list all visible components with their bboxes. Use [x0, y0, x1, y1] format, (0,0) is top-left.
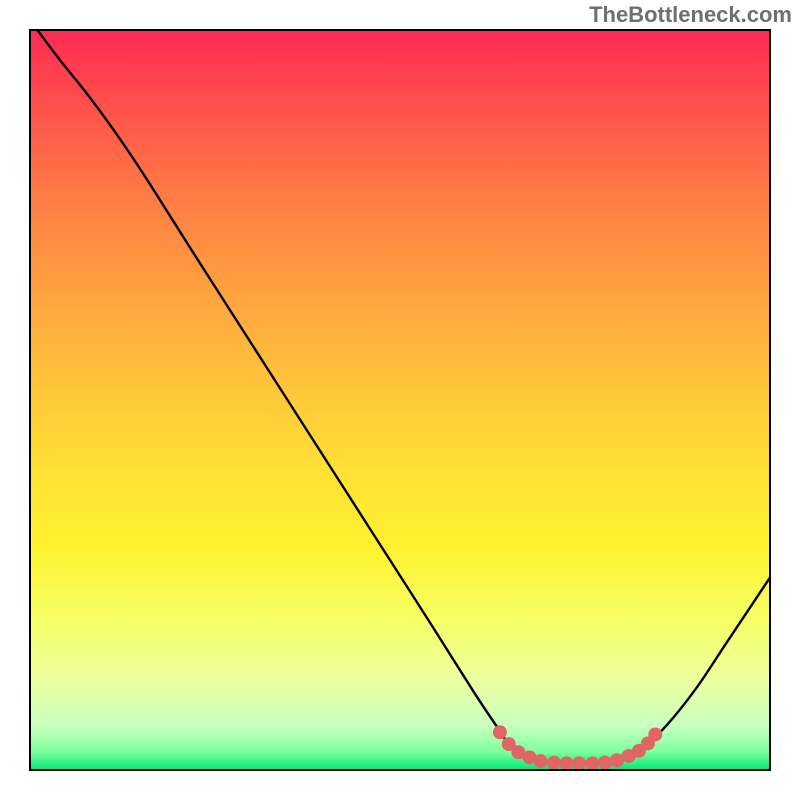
chart-svg: [0, 0, 800, 800]
optimal-point-marker: [493, 725, 507, 739]
watermark-text: TheBottleneck.com: [589, 2, 792, 28]
optimal-point-marker: [534, 754, 548, 768]
optimal-point-marker: [572, 756, 586, 770]
optimal-point-marker: [560, 756, 574, 770]
optimal-point-marker: [598, 756, 612, 770]
optimal-point-marker: [585, 756, 599, 770]
optimal-point-marker: [648, 727, 662, 741]
optimal-point-marker: [547, 756, 561, 770]
chart-background: [30, 30, 770, 770]
bottleneck-chart: TheBottleneck.com: [0, 0, 800, 800]
